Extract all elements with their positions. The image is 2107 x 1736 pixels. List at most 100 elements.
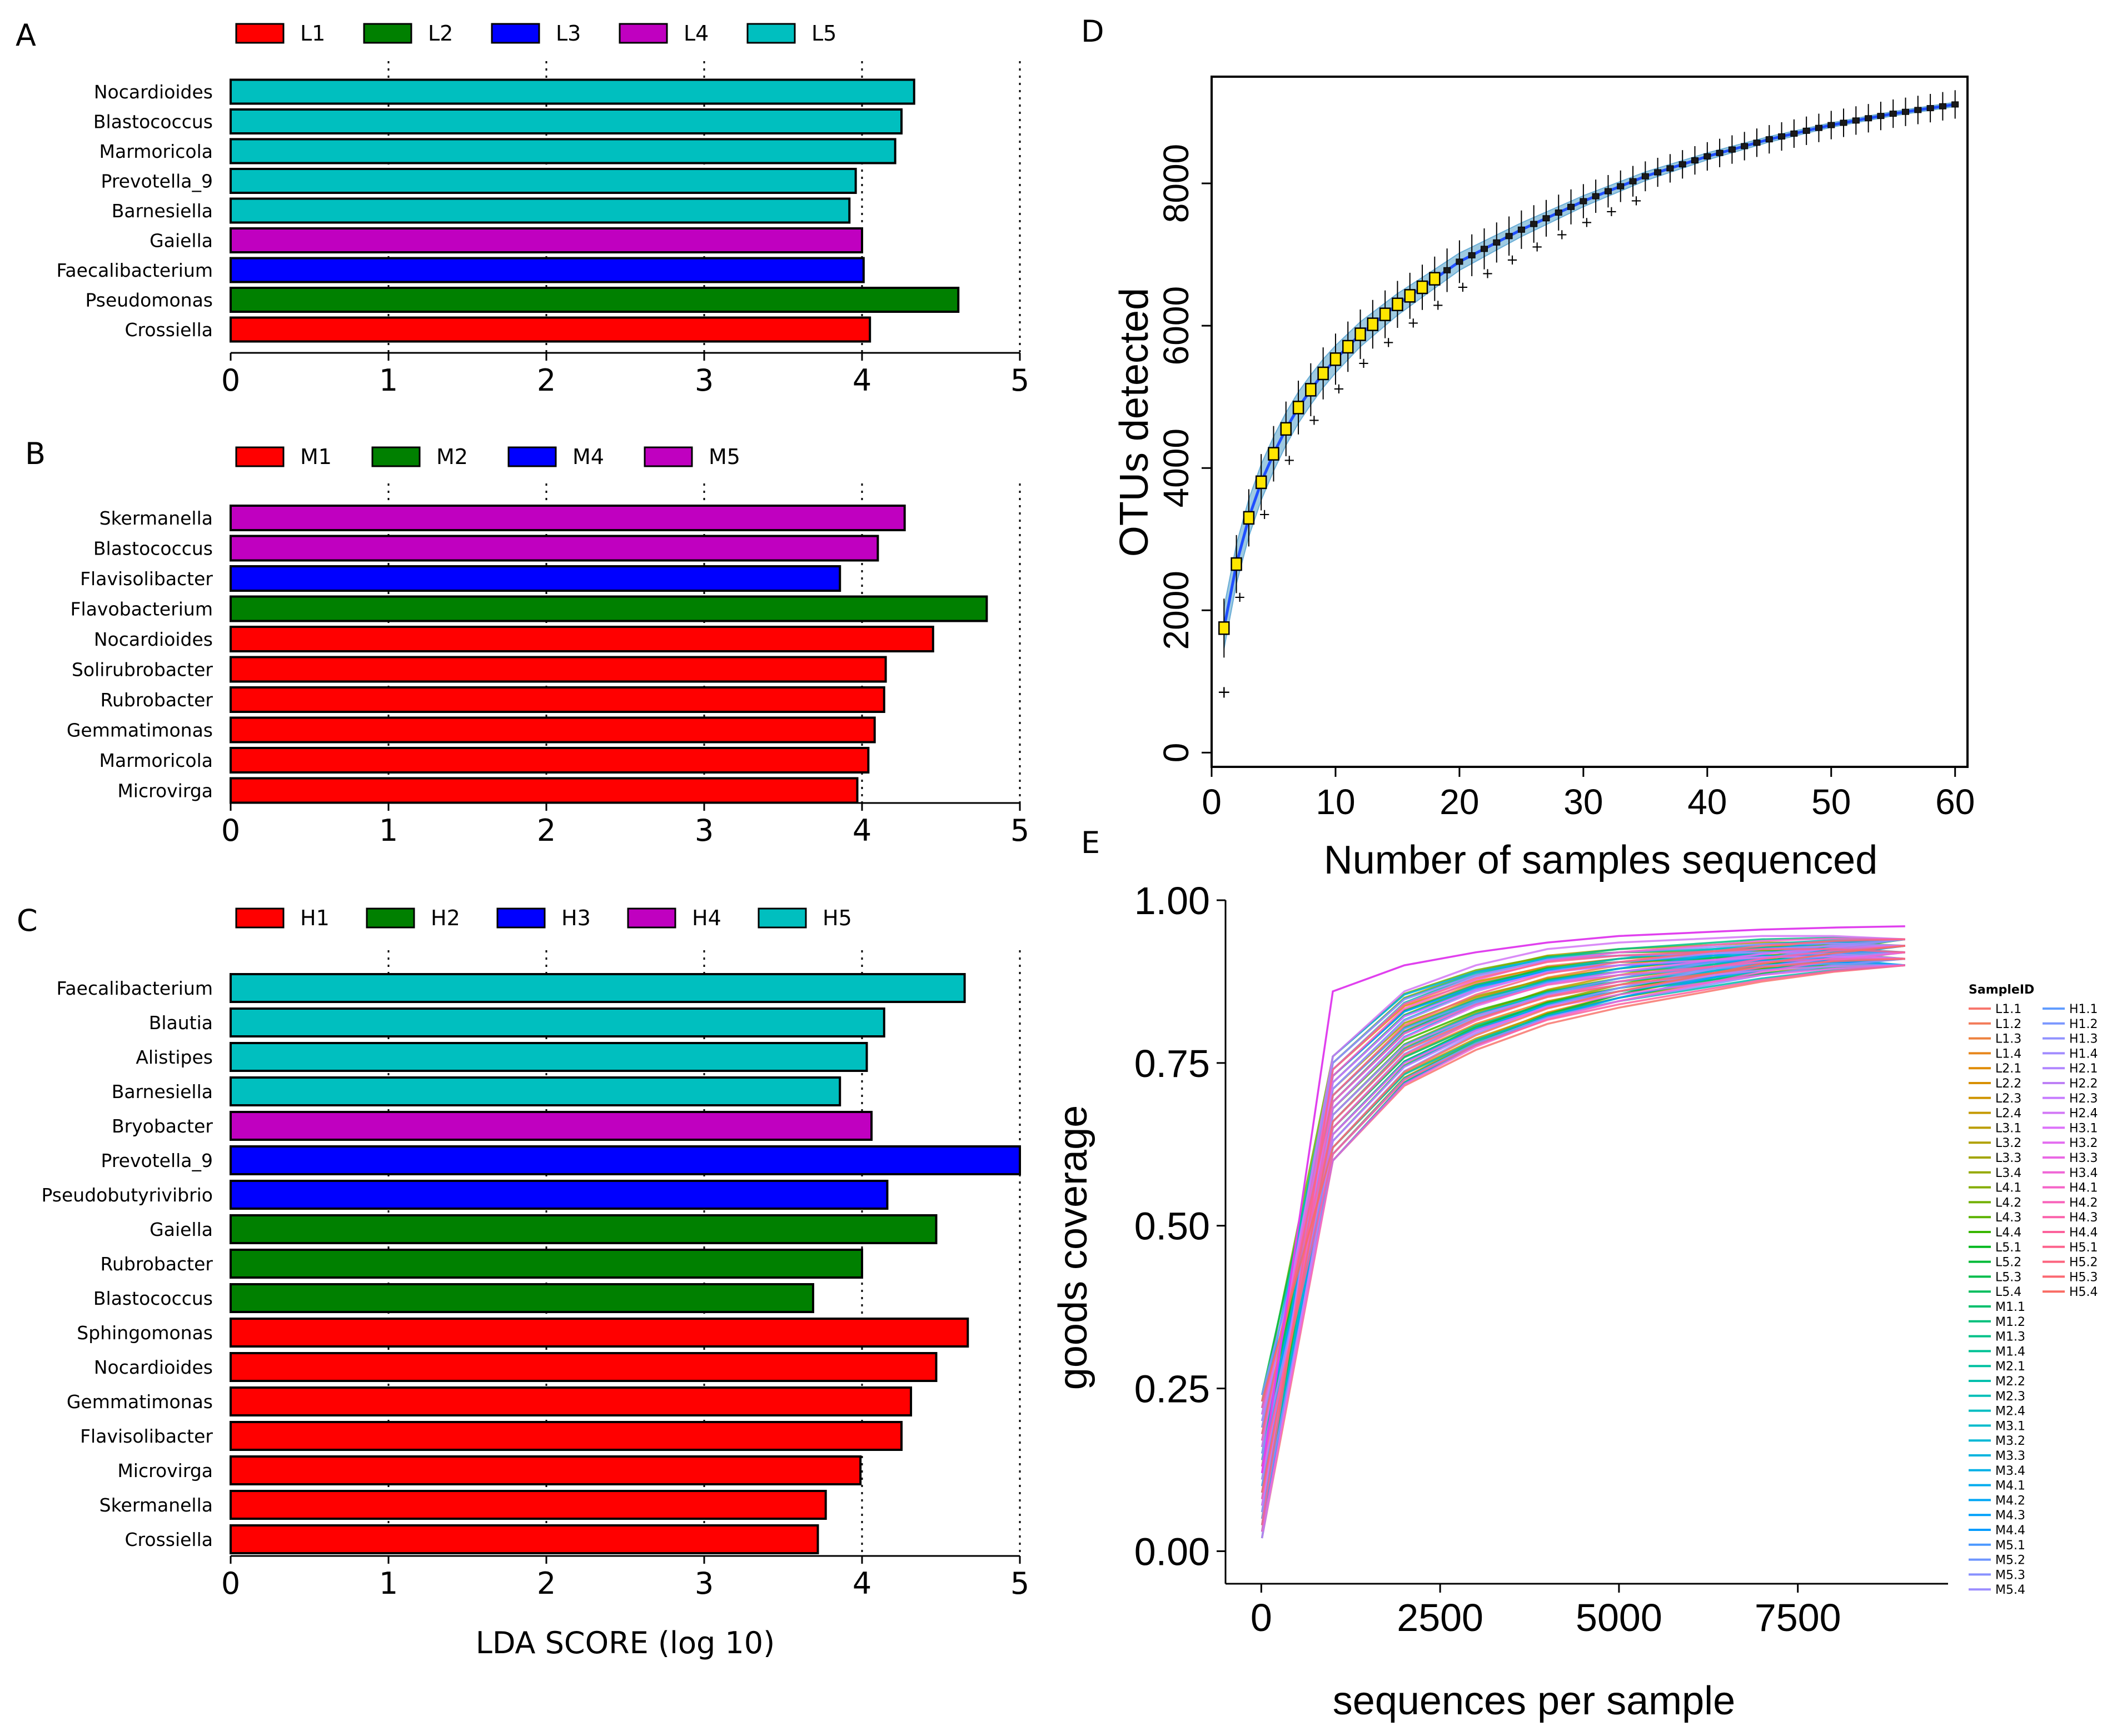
legend-label: M5.1 xyxy=(1995,1539,2025,1553)
bar-rubrobacter xyxy=(230,686,885,713)
x-tick-label-0: 0 xyxy=(221,363,240,398)
legend-label-l5: L5 xyxy=(811,21,836,46)
bar-gemmatimonas xyxy=(230,1386,913,1416)
box-marker xyxy=(1305,383,1317,397)
legend-label: L2.2 xyxy=(1995,1077,2021,1091)
bar-bryobacter xyxy=(230,1111,873,1141)
x-tick-label-5: 5 xyxy=(1010,1566,1029,1601)
box-marker xyxy=(1416,280,1428,295)
bar-blastococcus xyxy=(230,108,903,134)
legend-label-h2: H2 xyxy=(431,906,460,930)
coverage-line xyxy=(1261,941,1905,1467)
bar-marmoricola xyxy=(230,138,896,164)
legend-swatch-m2 xyxy=(371,446,421,467)
x-tick-label-3: 3 xyxy=(695,813,714,848)
category-label: Gaiella xyxy=(150,230,213,252)
legend-label: M3.4 xyxy=(1995,1464,2025,1478)
y-tick-label-0: 0 xyxy=(1156,743,1196,763)
outlier-plus: + xyxy=(1333,381,1345,397)
y-tick-label-0.75: 0.75 xyxy=(1134,1042,1210,1085)
box-marker xyxy=(1852,117,1860,124)
category-label: Solirubrobacter xyxy=(72,659,213,681)
coverage-line xyxy=(1261,951,1905,1441)
y-tick-label-0.50: 0.50 xyxy=(1134,1205,1210,1248)
box-marker xyxy=(1218,621,1230,635)
box-marker xyxy=(1530,221,1538,227)
box-marker xyxy=(1280,422,1292,436)
legend-label: L4.1 xyxy=(1995,1181,2021,1195)
legend-label-l3: L3 xyxy=(556,21,581,46)
category-label: Gemmatimonas xyxy=(67,720,213,741)
legend-swatch-l1 xyxy=(235,23,285,44)
x-tick-label-0: 0 xyxy=(221,1566,240,1601)
category-label: Flavobacterium xyxy=(71,598,213,620)
y-tick-label-4000: 4000 xyxy=(1156,428,1196,507)
x-tick-label-3: 3 xyxy=(695,363,714,398)
coverage-line xyxy=(1261,951,1905,1434)
x-axis-title: sequences per sample xyxy=(1333,1679,1735,1723)
legend-swatch-m4 xyxy=(507,446,557,467)
coverage-line xyxy=(1261,945,1905,1421)
category-label: Sphingomonas xyxy=(77,1322,213,1344)
legend-label: H1.4 xyxy=(2069,1047,2098,1061)
category-label: Blautia xyxy=(149,1012,213,1034)
box-marker xyxy=(1765,136,1773,143)
coverage-line xyxy=(1261,957,1905,1500)
x-tick-label-10: 10 xyxy=(1316,782,1355,822)
coverage-line xyxy=(1261,938,1905,1493)
legend-label: L1.1 xyxy=(1995,1002,2021,1016)
bar-marmoricola xyxy=(230,747,870,774)
bar-solirubrobacter xyxy=(230,656,887,683)
coverage-line xyxy=(1261,964,1905,1480)
box-marker xyxy=(1443,267,1451,273)
legend-label: H2.1 xyxy=(2069,1062,2098,1076)
legend-label: H4.2 xyxy=(2069,1196,2098,1210)
legend-label: M3.1 xyxy=(1995,1419,2025,1433)
outlier-plus: + xyxy=(1506,252,1518,268)
box-marker xyxy=(1379,307,1391,321)
legend-label-m5: M5 xyxy=(709,445,740,469)
category-label: Alistipes xyxy=(136,1046,213,1068)
box-marker xyxy=(1468,252,1476,258)
category-label: Pseudobutyrivibrio xyxy=(41,1184,213,1206)
box-marker xyxy=(1827,122,1835,128)
box-marker xyxy=(1456,258,1463,265)
bar-rubrobacter xyxy=(230,1249,863,1279)
legend-label: M3.2 xyxy=(1995,1434,2025,1448)
plot-frame xyxy=(1211,76,1969,768)
legend-label: M1.3 xyxy=(1995,1330,2025,1344)
box-marker xyxy=(1691,157,1699,164)
coverage-line xyxy=(1261,957,1905,1519)
box-marker xyxy=(1392,297,1403,311)
coverage-line xyxy=(1261,938,1905,1467)
y-tick-label-2000: 2000 xyxy=(1156,571,1196,650)
legend-swatch-l4 xyxy=(619,23,668,44)
box-marker xyxy=(1877,113,1885,119)
legend-label-h1: H1 xyxy=(300,906,330,930)
legend-swatch-l3 xyxy=(491,23,540,44)
bar-prevotella_9 xyxy=(230,1145,1021,1175)
box-marker xyxy=(1231,557,1242,571)
legend-label: M1.1 xyxy=(1995,1300,2025,1314)
legend-label-h3: H3 xyxy=(561,906,591,930)
coverage-line xyxy=(1261,938,1905,1434)
lda-panel-c: H1 H2 H3 H4 H5 Faecalibacterium Blautia Alistip… xyxy=(41,906,1029,1660)
box-marker xyxy=(1542,215,1550,222)
legend-label: H4.3 xyxy=(2069,1211,2098,1225)
lda-panel-b: M1 M2 M4 M5 Skermanella Blastococcus Flavisoli… xyxy=(67,445,1029,848)
category-label: Faecalibacterium xyxy=(56,977,213,999)
coverage-line xyxy=(1261,951,1905,1395)
y-tick-label-0.25: 0.25 xyxy=(1134,1368,1210,1411)
box-marker xyxy=(1268,447,1279,461)
bar-crossiella xyxy=(230,1524,819,1554)
coverage-line xyxy=(1261,962,1905,1486)
legend-label: L4.2 xyxy=(1995,1196,2021,1210)
legend-label: M2.2 xyxy=(1995,1375,2025,1389)
y-axis-title: goods coverage xyxy=(1051,1105,1095,1390)
outlier-plus: + xyxy=(1217,683,1231,702)
bar-pseudomonas xyxy=(230,287,960,313)
category-label: Gemmatimonas xyxy=(67,1391,213,1413)
x-tick-label-4: 4 xyxy=(853,1566,871,1601)
legend-label: H1.1 xyxy=(2069,1002,2098,1016)
legend-swatch-l2 xyxy=(363,23,412,44)
